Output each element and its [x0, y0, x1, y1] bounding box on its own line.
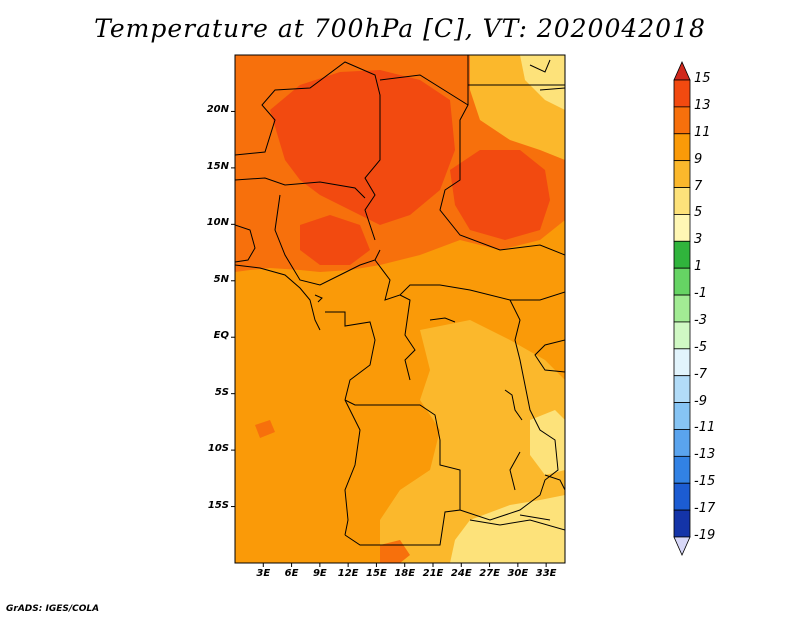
lat-tick-label: 20N [206, 104, 229, 116]
colorbar-tick-label: 9 [694, 151, 703, 167]
colorbar-tick-label: -15 [694, 474, 716, 490]
colorbar-segment [673, 133, 691, 162]
colorbar [673, 61, 691, 556]
field-south-warm-2 [255, 420, 275, 438]
colorbar-tick-label: -19 [694, 528, 716, 543]
colorbar-segment [673, 106, 691, 135]
lat-tick-label: 15N [206, 160, 229, 172]
colorbar-tick-label: -5 [694, 339, 707, 355]
lon-tick-label: 9E [312, 568, 327, 579]
colorbar-tick-label: 5 [694, 205, 703, 221]
colorbar-tick-label: -11 [694, 420, 716, 436]
colorbar-segment [673, 160, 691, 188]
colorbar-tick-label: 11 [694, 124, 711, 140]
lat-tick-label: 10N [206, 217, 229, 229]
lon-tick-label: 30E [507, 568, 529, 579]
map-frame [234, 54, 566, 564]
colorbar-segment [673, 240, 691, 269]
colorbar-segment [673, 402, 691, 430]
lon-tick-label: 6E [284, 568, 299, 579]
colorbar-bottom-triangle [673, 536, 691, 556]
colorbar-tick-label: -1 [694, 286, 707, 302]
field-south-cool [380, 320, 565, 563]
colorbar-tick-label: -13 [694, 447, 716, 463]
chart-title: Temperature at 700hPa [C], VT: 202004201… [94, 14, 706, 43]
colorbar-tick-label: 1 [694, 259, 703, 275]
field-south-warm-1 [380, 540, 410, 563]
field-northeast-yellow [520, 55, 565, 110]
colorbar-segment [673, 509, 691, 538]
lat-tick-label: 5N [213, 273, 229, 285]
colorbar-tick-label: -7 [694, 366, 707, 382]
country-borders [235, 55, 565, 546]
colorbar-segment [673, 455, 691, 484]
colorbar-tick-label: -17 [694, 501, 716, 517]
lon-tick-label: 21E [422, 568, 444, 579]
lat-tick-label: 15S [207, 499, 229, 511]
colorbar-segment [673, 375, 691, 403]
lat-tick-label: 5S [214, 386, 229, 398]
lon-tick-label: 12E [337, 568, 359, 579]
lon-tick-label: 3E [256, 568, 271, 579]
colorbar-tick-label: 3 [694, 232, 703, 248]
colorbar-top-triangle [673, 61, 691, 81]
grads-credit: GrADS: IGES/COLA [6, 604, 100, 614]
colorbar-segment [673, 294, 691, 323]
colorbar-segment [673, 267, 691, 296]
temperature-field [235, 55, 565, 563]
colorbar-tick-label: 15 [694, 71, 711, 86]
colorbar-tick-label: -3 [694, 312, 707, 328]
lat-ticks [231, 110, 235, 508]
field-hot-core [270, 70, 455, 225]
field-hot-west [300, 215, 370, 265]
colorbar-tick-label: 7 [694, 178, 703, 194]
lon-tick-label: 33E [535, 568, 557, 579]
field-southeast-yellow [450, 495, 565, 563]
lon-tick-label: 24E [450, 568, 472, 579]
field-hot-east [450, 150, 550, 240]
lon-tick-label: 18E [394, 568, 416, 579]
lon-tick-label: 15E [366, 568, 387, 579]
colorbar-tick-label: -9 [694, 393, 707, 409]
colorbar-segment [673, 348, 691, 377]
lat-tick-label: 10S [207, 443, 229, 455]
colorbar-segment [673, 214, 691, 242]
lon-tick-label: 27E [479, 568, 500, 579]
lon-ticks [262, 563, 547, 567]
colorbar-tick-label: 13 [694, 97, 711, 113]
colorbar-segment [673, 187, 691, 215]
colorbar-segment [673, 482, 691, 511]
colorbar-segment [673, 79, 691, 108]
lat-tick-label: EQ [213, 330, 229, 342]
field-east-yellow [530, 410, 565, 475]
colorbar-segment [673, 429, 691, 457]
colorbar-segment [673, 321, 691, 350]
